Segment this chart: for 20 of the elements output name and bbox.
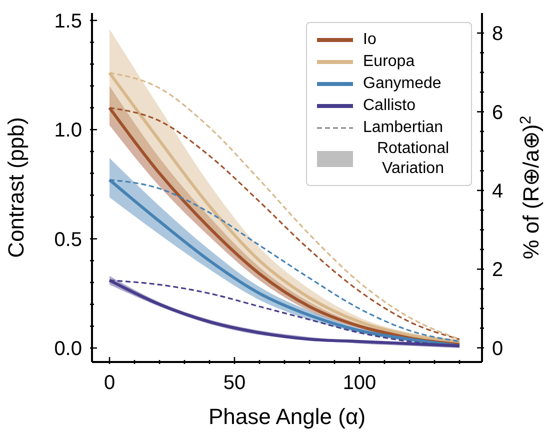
legend-label: Europa [363, 52, 415, 72]
x-tick-label: 50 [223, 372, 246, 394]
legend-label: Callisto [363, 96, 416, 116]
x-tick-label: 100 [342, 372, 376, 394]
y2-tick-label: 4 [492, 180, 504, 202]
y2-tick-label: 0 [492, 338, 504, 360]
y2-tick-label: 6 [492, 102, 504, 124]
legend-label: Io [363, 30, 376, 50]
y-tick-label: 1.0 [54, 120, 82, 142]
y-tick-label: 0.5 [54, 228, 82, 251]
annotation: Lambertian [363, 118, 444, 138]
annotation: Rotational Variation [376, 139, 450, 179]
x-axis-title: Phase Angle (α) [208, 404, 366, 429]
x-tick-label: 0 [104, 372, 116, 394]
y-tick-label: 1.5 [54, 10, 82, 32]
legend-label: Ganymede [363, 74, 442, 94]
y2-tick-label: 2 [492, 259, 504, 282]
y-tick-label: 0.0 [54, 338, 82, 360]
y2-tick-label: 8 [492, 23, 504, 46]
y-axis-title: Contrast (ppb) [4, 117, 29, 258]
